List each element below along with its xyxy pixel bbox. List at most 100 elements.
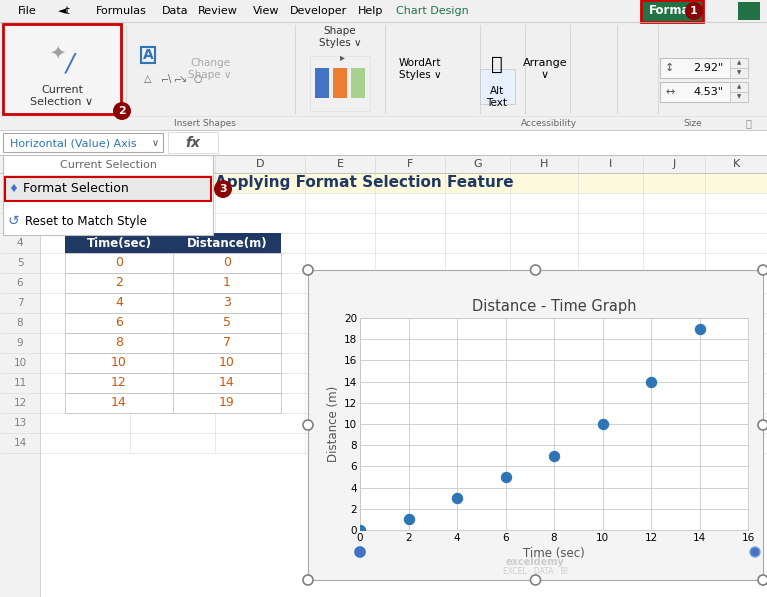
Bar — [40, 333, 767, 353]
Text: F: F — [407, 159, 413, 169]
Text: 8: 8 — [115, 337, 123, 349]
Bar — [660, 82, 748, 102]
Circle shape — [303, 575, 313, 585]
Bar — [3, 155, 213, 235]
Text: 8: 8 — [17, 318, 23, 328]
Text: Developer: Developer — [290, 6, 347, 16]
Text: 1: 1 — [223, 276, 231, 290]
Text: C: C — [169, 159, 176, 169]
Text: ∨: ∨ — [151, 138, 159, 148]
Text: Data: Data — [162, 6, 189, 16]
Text: 5: 5 — [17, 258, 23, 268]
Text: \: \ — [169, 74, 172, 84]
Text: 4: 4 — [17, 238, 23, 248]
Text: 9: 9 — [17, 338, 23, 348]
Bar — [40, 313, 767, 333]
Bar — [173, 233, 281, 253]
Text: 14: 14 — [13, 438, 27, 448]
Text: WordArt
Styles ∨: WordArt Styles ∨ — [399, 58, 441, 80]
Bar — [0, 155, 40, 597]
Circle shape — [113, 102, 131, 120]
Text: Current Selection: Current Selection — [60, 160, 156, 170]
Text: 7: 7 — [223, 337, 231, 349]
Text: 13: 13 — [13, 418, 27, 428]
Text: 14: 14 — [219, 377, 235, 389]
Text: ↺: ↺ — [7, 214, 19, 228]
Text: K: K — [732, 159, 739, 169]
Circle shape — [758, 420, 767, 430]
Bar — [0, 22, 767, 130]
Circle shape — [531, 265, 541, 275]
Bar — [480, 69, 515, 104]
Text: ⌐: ⌐ — [161, 74, 169, 84]
Bar — [40, 273, 767, 293]
Text: Format Selection: Format Selection — [23, 183, 129, 195]
Bar — [65, 393, 281, 413]
Point — [403, 515, 415, 524]
Bar — [730, 92, 748, 102]
Text: △: △ — [144, 74, 152, 84]
Circle shape — [685, 2, 703, 20]
Bar — [40, 413, 767, 433]
Text: D: D — [255, 159, 265, 169]
Bar — [65, 293, 281, 313]
Bar — [40, 353, 767, 373]
Bar — [65, 313, 281, 333]
Point — [499, 472, 512, 482]
Text: Format: Format — [648, 5, 696, 17]
Text: 2.92": 2.92" — [693, 63, 723, 73]
Point — [354, 525, 366, 535]
Text: 1: 1 — [17, 178, 23, 188]
Text: View: View — [253, 6, 279, 16]
Text: ▸: ▸ — [340, 52, 345, 62]
Text: 6: 6 — [17, 278, 23, 288]
Bar — [660, 58, 748, 78]
Bar — [641, 0, 703, 22]
Bar — [730, 82, 748, 92]
Text: ◄t: ◄t — [58, 6, 71, 16]
Text: 2: 2 — [115, 276, 123, 290]
Text: 🖼: 🖼 — [491, 54, 503, 73]
Bar — [40, 253, 767, 273]
Circle shape — [303, 265, 313, 275]
Text: ↕: ↕ — [665, 63, 674, 73]
Bar — [40, 393, 767, 413]
Bar — [0, 173, 767, 597]
Bar — [738, 2, 760, 20]
Text: 10: 10 — [14, 358, 27, 368]
Text: Applying Format Selection Feature: Applying Format Selection Feature — [215, 176, 514, 190]
Text: Arrange
∨: Arrange ∨ — [522, 58, 568, 80]
Text: Insert Shapes: Insert Shapes — [174, 118, 236, 128]
Bar — [65, 253, 281, 273]
Bar — [65, 233, 173, 253]
Text: Chart Design: Chart Design — [396, 6, 469, 16]
Text: 0: 0 — [115, 257, 123, 269]
Bar — [40, 193, 767, 213]
Bar — [40, 373, 767, 393]
Text: H: H — [540, 159, 548, 169]
Text: Change
Shape ∨: Change Shape ∨ — [188, 58, 232, 80]
Text: G: G — [473, 159, 482, 169]
Bar — [310, 56, 370, 111]
Bar — [40, 233, 767, 253]
Text: I: I — [609, 159, 612, 169]
Circle shape — [355, 547, 365, 557]
Bar — [706, 0, 736, 22]
Bar — [3, 24, 121, 114]
Text: A: A — [143, 48, 153, 62]
Text: 12: 12 — [111, 377, 127, 389]
Text: File: File — [18, 6, 37, 16]
Text: Help: Help — [358, 6, 384, 16]
Text: E: E — [337, 159, 344, 169]
Bar — [0, 0, 767, 22]
Text: ↔: ↔ — [665, 87, 674, 97]
Title: Distance - Time Graph: Distance - Time Graph — [472, 299, 637, 314]
Text: Horizontal (Value) Axis: Horizontal (Value) Axis — [10, 138, 137, 148]
Bar — [0, 130, 767, 155]
Text: 3: 3 — [219, 184, 227, 194]
Text: 2: 2 — [118, 106, 126, 116]
Text: ↘: ↘ — [179, 74, 187, 84]
Text: J: J — [673, 159, 676, 169]
Text: ⌐: ⌐ — [174, 74, 182, 84]
Text: EXCEL · DATA · BI: EXCEL · DATA · BI — [503, 568, 568, 577]
